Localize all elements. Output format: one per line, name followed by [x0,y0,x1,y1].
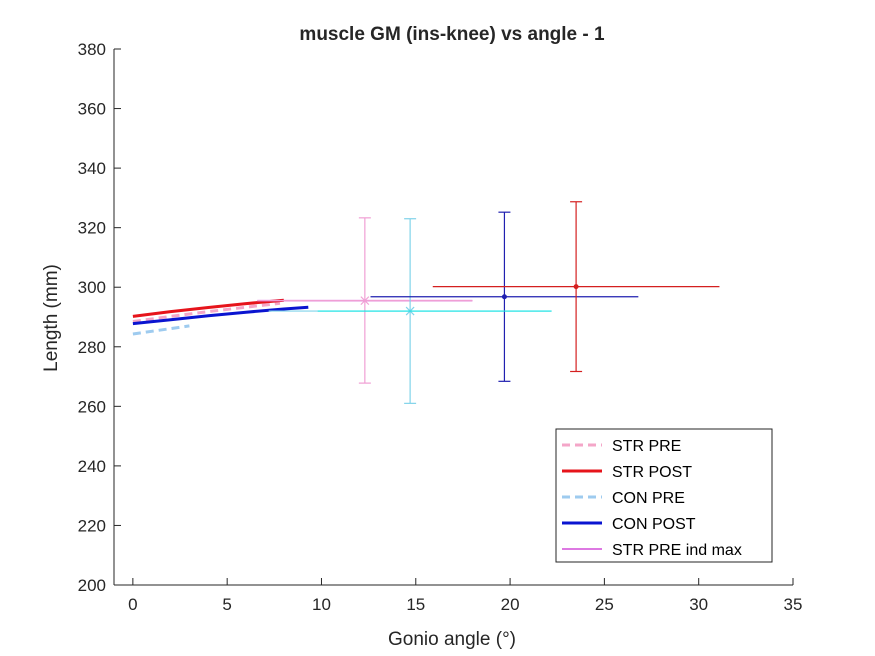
error-bar-2 [370,211,639,382]
y-tick-label: 320 [78,219,106,238]
y-tick-label: 340 [78,159,106,178]
marker-dot [573,284,579,290]
y-tick-label: 380 [78,40,106,59]
marker-x-b [360,296,370,306]
error-bar-3 [432,201,720,373]
y-tick-label: 260 [78,397,106,416]
legend-label-4: STR PRE ind max [612,542,742,559]
y-tick-label: 200 [78,576,106,595]
x-tick-label: 5 [222,595,231,614]
marker-dot [501,294,507,300]
legend: STR PRE STR POST CON PRE CON POST STR PRE in… [555,428,773,563]
y-axis-label: Length (mm) [41,264,62,372]
legend-label-2: CON PRE [612,490,685,507]
legend-label-3: CON POST [612,516,696,533]
x-tick-label: 35 [784,595,803,614]
y-tick-label: 360 [78,100,106,119]
x-tick-label: 30 [689,595,708,614]
x-tick-label: 15 [406,595,425,614]
series-line-2 [132,324,190,336]
axes: 0 5 10 15 20 25 30 35 200 220 240 260 280 300 320 340 36… [78,40,803,614]
y-tick-label: 280 [78,338,106,357]
x-tick-label: 25 [595,595,614,614]
legend-label-1: STR POST [612,464,692,481]
series-line-3 [132,305,309,326]
chart-title: muscle GM (ins-knee) vs angle - 1 [299,24,605,45]
y-tick-label: 300 [78,278,106,297]
series-line-1 [132,298,284,318]
x-tick-label: 10 [312,595,331,614]
error-bars [257,201,720,404]
y-tick-label: 240 [78,457,106,476]
x-tick-label: 0 [128,595,137,614]
error-bar-0 [257,217,473,384]
legend-label-0: STR PRE [612,438,681,455]
x-axis-label: Gonio angle (°) [388,629,516,650]
y-tick-label: 220 [78,516,106,535]
x-tick-label: 20 [501,595,520,614]
